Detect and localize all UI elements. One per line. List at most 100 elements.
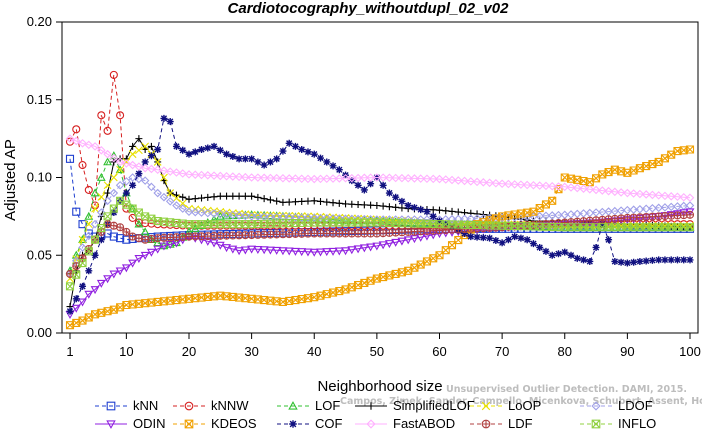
data-point <box>679 192 689 202</box>
data-point <box>635 204 645 214</box>
data-point <box>265 246 275 255</box>
data-point <box>359 244 369 253</box>
data-point <box>191 148 199 156</box>
data-point <box>323 198 331 206</box>
data-point <box>679 209 689 218</box>
data-point <box>435 174 444 184</box>
data-point <box>591 185 601 195</box>
data-point <box>190 207 200 217</box>
data-point <box>235 192 243 200</box>
data-point <box>328 174 338 183</box>
legend-marker <box>482 420 490 428</box>
data-point <box>404 201 412 209</box>
data-point <box>605 236 613 244</box>
data-point <box>140 163 150 173</box>
data-point <box>673 202 682 211</box>
data-point <box>284 247 294 256</box>
data-point <box>91 235 100 244</box>
y-tick-label: 0.20 <box>27 14 52 29</box>
data-point <box>323 158 331 166</box>
data-point <box>454 176 463 185</box>
data-point <box>216 171 225 181</box>
series-kdeos <box>65 145 695 330</box>
x-tick-label: 20 <box>182 344 196 359</box>
y-tick-label: 0.10 <box>27 170 52 185</box>
data-point <box>479 234 487 242</box>
plot-area: 0.00 0.05 0.10 0.15 0.20 1 10 20 30 40 50 60 70 80 90 1… <box>27 14 701 359</box>
legend-label: COF <box>315 416 343 431</box>
data-point <box>317 197 325 205</box>
data-point <box>353 173 363 183</box>
data-point <box>209 171 219 180</box>
data-point <box>435 206 443 214</box>
data-point <box>122 189 130 197</box>
data-point <box>103 181 112 190</box>
data-point <box>467 233 475 241</box>
data-point <box>385 173 394 183</box>
series-line <box>69 145 690 279</box>
data-point <box>79 282 87 290</box>
data-point <box>335 199 343 207</box>
data-point <box>572 209 582 219</box>
data-point <box>310 197 318 205</box>
data-point <box>317 154 325 162</box>
data-point <box>65 134 75 143</box>
data-point <box>65 154 75 163</box>
data-point <box>103 157 113 166</box>
data-point <box>666 192 676 201</box>
data-point <box>673 256 681 264</box>
data-point <box>153 238 163 247</box>
data-point <box>410 204 418 212</box>
data-point <box>322 248 332 257</box>
data-point <box>591 208 601 217</box>
data-point <box>116 165 124 174</box>
data-point <box>229 153 237 161</box>
data-point <box>190 170 200 179</box>
data-point <box>685 223 695 232</box>
data-point <box>485 178 494 188</box>
data-point <box>159 192 169 202</box>
x-tick-label: 40 <box>307 344 321 359</box>
data-point <box>153 188 162 198</box>
data-point <box>184 170 194 179</box>
data-point <box>516 180 526 189</box>
legend-item: LDF <box>470 416 533 431</box>
data-point <box>234 247 244 256</box>
data-point <box>328 247 338 256</box>
data-point <box>91 251 99 259</box>
legend-label: kNNW <box>211 398 249 413</box>
data-point <box>492 236 500 244</box>
data-point <box>648 256 656 264</box>
data-point <box>116 111 125 120</box>
data-point <box>298 146 306 154</box>
data-point <box>210 142 218 150</box>
data-point <box>85 267 93 275</box>
data-point <box>654 203 663 213</box>
data-point <box>216 192 224 200</box>
legend-marker <box>288 401 298 410</box>
data-point <box>461 229 469 237</box>
legend-label: LOF <box>315 398 340 413</box>
data-point <box>316 174 325 184</box>
data-point <box>604 207 613 216</box>
data-point <box>641 190 651 199</box>
legend-item: ODIN <box>95 416 166 431</box>
data-point <box>379 181 387 189</box>
data-point <box>335 174 344 183</box>
legend-marker <box>106 401 116 411</box>
data-point <box>573 254 581 262</box>
data-point <box>391 238 401 247</box>
x-tick-label: 80 <box>558 344 572 359</box>
data-point <box>141 142 150 151</box>
data-point <box>354 201 362 209</box>
data-point <box>384 240 394 249</box>
data-point <box>297 248 307 257</box>
legend-label: ODIN <box>133 416 166 431</box>
data-point <box>78 235 87 244</box>
data-point <box>209 214 219 223</box>
data-point <box>598 186 607 195</box>
data-point <box>116 234 125 243</box>
data-point <box>378 241 388 250</box>
data-point <box>97 208 106 217</box>
data-point <box>572 183 582 193</box>
